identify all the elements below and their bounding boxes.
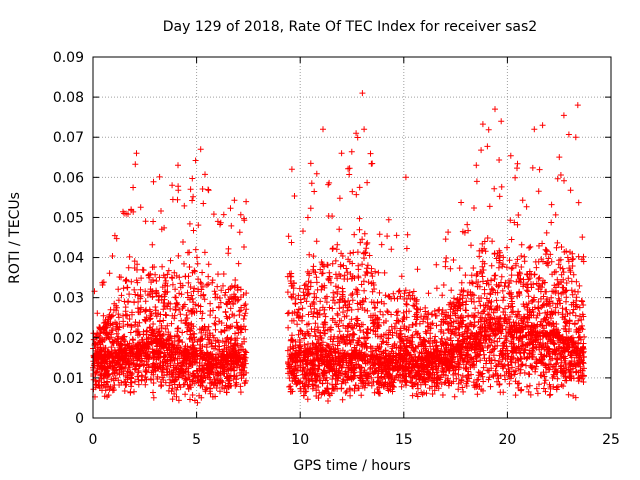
- x-tick-label: 0: [89, 432, 98, 448]
- x-tick-label: 10: [291, 432, 309, 448]
- y-tick-label: 0.02: [53, 331, 84, 347]
- y-tick-label: 0.09: [53, 50, 84, 66]
- y-tick-label: 0.06: [53, 170, 84, 186]
- y-tick-label: 0: [75, 411, 84, 427]
- y-tick-label: 0.05: [53, 210, 84, 226]
- data-points: [90, 90, 588, 406]
- chart-title: Day 129 of 2018, Rate Of TEC Index for r…: [163, 19, 537, 35]
- y-tick-label: 0.08: [53, 90, 84, 106]
- x-tick-label: 25: [602, 432, 620, 448]
- x-tick-label: 15: [395, 432, 413, 448]
- x-tick-label: 5: [192, 432, 201, 448]
- y-axis-label: ROTI / TECUs: [7, 192, 23, 284]
- y-tick-label: 0.01: [53, 371, 84, 387]
- x-tick-label: 20: [498, 432, 516, 448]
- axis-ticks: 0 5 10 15 20 25 0 0.01 0.02 0.03 0.04 0.05 0.06 0.07 0…: [53, 50, 620, 448]
- y-tick-label: 0.07: [53, 130, 84, 146]
- plus-markers: [90, 90, 588, 406]
- y-tick-label: 0.03: [53, 291, 84, 307]
- plot-frame: [92, 56, 612, 419]
- x-axis-label: GPS time / hours: [293, 458, 410, 474]
- y-tick-label: 0.04: [53, 251, 84, 267]
